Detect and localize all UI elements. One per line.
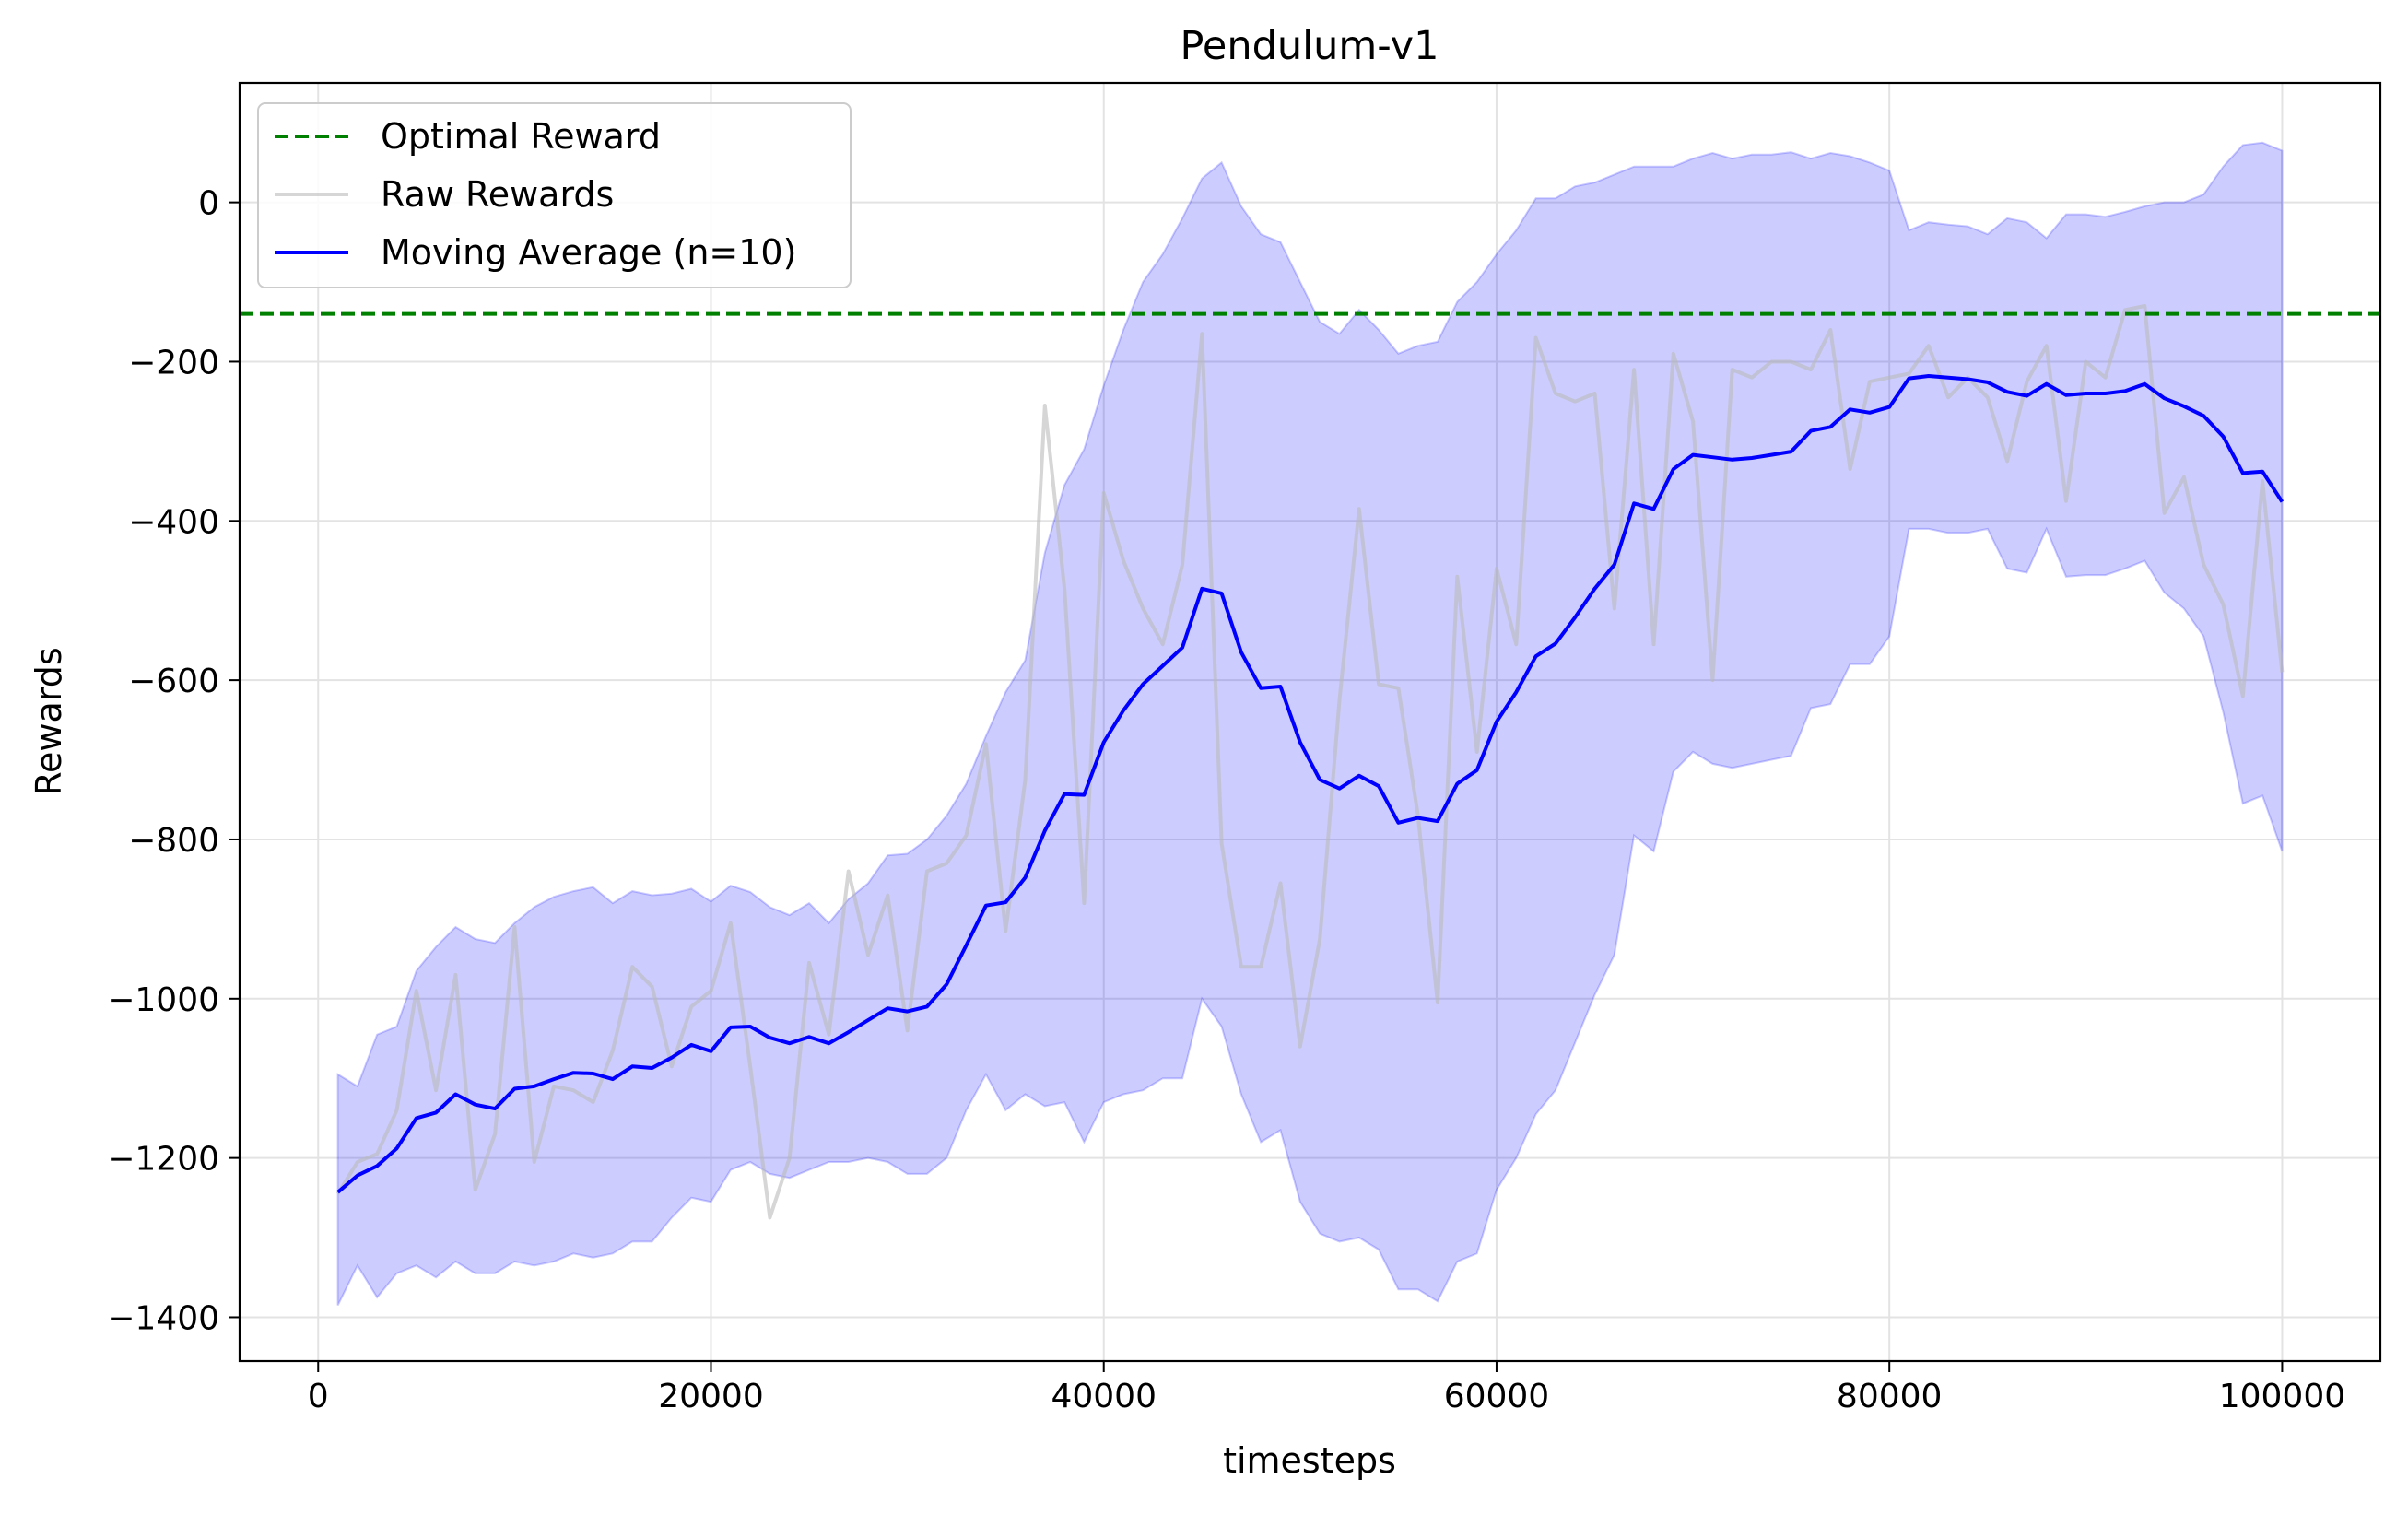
x-tick-label: 80000: [1837, 1378, 1943, 1415]
legend-label-moving-average: Moving Average (n=10): [381, 232, 796, 273]
grid-lines: [240, 83, 2380, 1361]
series-line-moving-average: [336, 374, 2285, 1194]
x-tick-label: 0: [308, 1378, 329, 1415]
y-axis-label: Rewards: [29, 647, 69, 795]
y-tick-label: −1400: [107, 1299, 219, 1337]
legend: Optimal Reward Raw Rewards Moving Averag…: [257, 102, 852, 288]
x-axis-label: timesteps: [1223, 1440, 1396, 1481]
plot-frame: [238, 81, 2382, 1363]
chart-title: Pendulum-v1: [1181, 23, 1439, 69]
x-tick-label: 60000: [1444, 1378, 1550, 1415]
x-tick-label: 100000: [2219, 1378, 2345, 1415]
x-tick-label: 20000: [658, 1378, 764, 1415]
axis-ticks: 0 20000 40000 60000 80000 100000 0 −200 −400 −600…: [107, 185, 2345, 1415]
y-tick-label: −600: [128, 663, 219, 700]
y-tick-label: −400: [128, 503, 219, 541]
legend-label-optimal-reward: Optimal Reward: [381, 116, 661, 157]
y-tick-label: −800: [128, 822, 219, 860]
legend-label-raw-rewards: Raw Rewards: [381, 174, 614, 215]
series-lines: [240, 304, 2380, 1220]
y-tick-label: −1000: [107, 981, 219, 1019]
y-tick-label: −200: [128, 344, 219, 381]
x-tick-label: 40000: [1051, 1378, 1157, 1415]
y-tick-label: −1200: [107, 1141, 219, 1179]
y-tick-label: 0: [198, 185, 219, 223]
series-line-raw-rewards: [335, 304, 2285, 1220]
legend-box: [257, 102, 852, 288]
